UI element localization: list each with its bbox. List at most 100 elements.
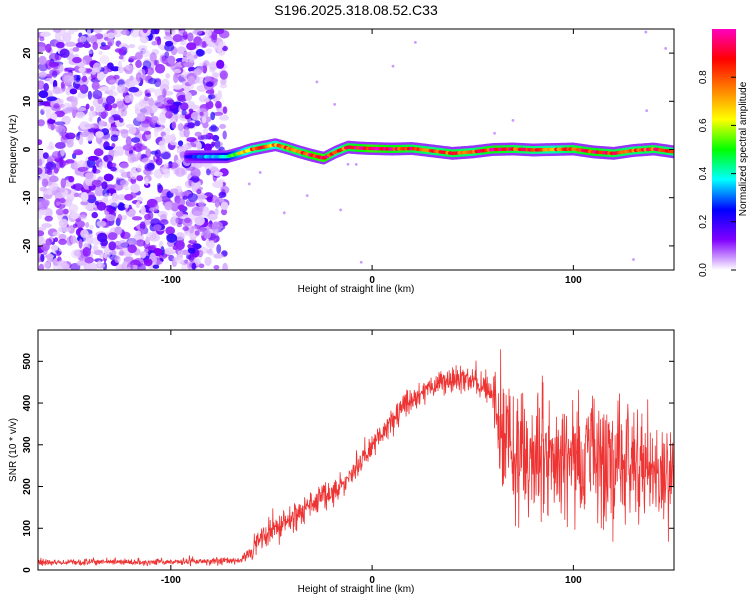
noise-scatter-layer (38, 29, 668, 270)
noise-blob (208, 125, 219, 132)
noise-blob (214, 228, 219, 235)
spectrogram-y-tick-label: -10 (22, 190, 33, 205)
noise-blob (130, 183, 140, 194)
noise-blob (217, 41, 225, 49)
noise-blob (184, 217, 191, 224)
noise-blob (42, 261, 51, 269)
spectrogram-x-tick-label: -100 (161, 275, 181, 286)
noise-blob (208, 240, 215, 249)
noise-blob (59, 197, 66, 204)
noise-blob (157, 183, 162, 189)
noise-blob (110, 134, 119, 142)
noise-blob (154, 99, 163, 107)
noise-blob (136, 164, 142, 172)
noise-blob (166, 233, 178, 243)
noise-blob (109, 162, 117, 168)
noise-blob (182, 31, 188, 40)
noise-blob (64, 67, 76, 72)
snr-series-line (38, 349, 674, 567)
noise-blob (152, 264, 160, 269)
noise-blob (135, 115, 146, 122)
noise-blob (43, 82, 49, 92)
noise-blob (57, 63, 64, 73)
noise-blob (198, 199, 206, 208)
noise-blob (137, 263, 146, 270)
noise-blob (70, 249, 81, 259)
noise-blob (205, 89, 215, 94)
noise-blob (204, 76, 213, 82)
noise-blob (172, 84, 183, 90)
noise-blob (188, 225, 195, 234)
noise-blob (44, 207, 53, 218)
snr-y-tick-label: 400 (22, 394, 33, 411)
noise-blob (84, 178, 95, 184)
noise-blob (63, 74, 74, 83)
noise-blob (127, 244, 137, 254)
noise-blob (73, 149, 84, 156)
noise-blob (190, 167, 201, 178)
noise-dot (493, 131, 496, 135)
noise-blob (70, 212, 80, 220)
noise-blob (58, 218, 69, 228)
noise-blob (144, 177, 149, 186)
noise-blob (52, 29, 62, 33)
noise-blob (182, 226, 190, 231)
noise-blob (150, 115, 160, 126)
noise-blob (84, 172, 94, 180)
noise-dot (354, 162, 358, 166)
noise-blob (48, 53, 60, 62)
noise-blob (97, 73, 105, 81)
noise-blob (194, 230, 200, 236)
colorbar-tick-label: 0.8 (698, 70, 709, 84)
noise-blob (113, 151, 119, 157)
noise-blob (191, 184, 198, 193)
noise-blob (117, 213, 123, 223)
noise-blob (66, 139, 74, 148)
noise-blob (208, 63, 219, 71)
noise-blob (177, 204, 186, 211)
noise-blob (115, 264, 125, 270)
noise-blob (107, 232, 118, 240)
noise-blob (147, 87, 156, 93)
noise-blob (79, 85, 86, 92)
noise-blob (122, 144, 134, 151)
noise-dot (644, 30, 648, 34)
noise-blob (190, 111, 202, 121)
noise-blob (120, 29, 130, 36)
noise-blob (185, 92, 193, 102)
noise-blob (51, 151, 62, 160)
spectrogram-y-tick-label: 0 (22, 146, 33, 152)
noise-blob (103, 252, 111, 260)
noise-blob (211, 72, 220, 78)
noise-blob (117, 239, 128, 250)
noise-blob (87, 90, 93, 100)
noise-blob (46, 189, 53, 196)
noise-blob (98, 161, 103, 170)
noise-dot (645, 109, 649, 113)
noise-blob (56, 250, 62, 255)
noise-blob (137, 44, 148, 52)
noise-blob (114, 48, 122, 53)
noise-blob (193, 54, 198, 59)
noise-blob (120, 215, 127, 220)
noise-blob (175, 167, 186, 177)
noise-dot (258, 171, 262, 174)
noise-blob (87, 155, 99, 161)
noise-blob (72, 47, 80, 52)
noise-blob (114, 29, 122, 38)
noise-blob (38, 209, 43, 220)
noise-blob (193, 210, 203, 217)
noise-blob (79, 35, 87, 43)
noise-dot (247, 182, 251, 186)
noise-blob (204, 256, 212, 266)
noise-blob (179, 102, 189, 111)
noise-blob (103, 145, 114, 151)
noise-blob (46, 169, 53, 176)
noise-dot (315, 80, 319, 84)
noise-blob (130, 29, 140, 38)
spectrogram-y-tick-label: 10 (22, 95, 33, 107)
noise-blob (220, 78, 227, 86)
noise-blob (202, 128, 209, 135)
noise-blob (141, 157, 151, 164)
spectrogram-y-label: Frequency (Hz) (8, 115, 19, 184)
